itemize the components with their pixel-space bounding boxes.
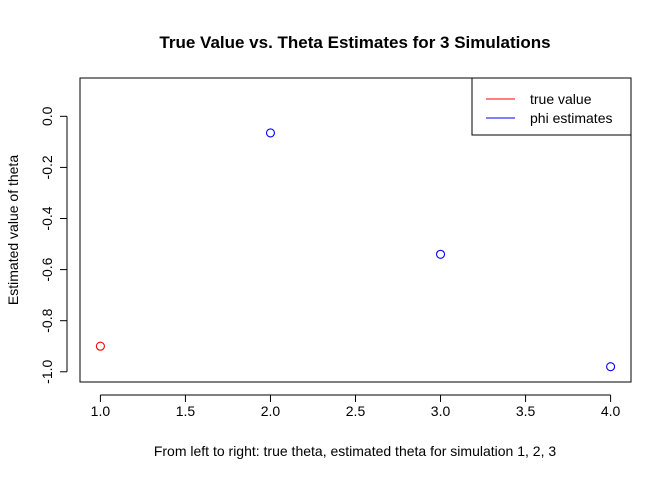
- y-axis-label: Estimated value of theta: [5, 155, 21, 305]
- y-tick-label: -0.4: [39, 206, 55, 230]
- y-tick-label: -1.0: [39, 360, 55, 384]
- legend-label-phi-estimates: phi estimates: [530, 110, 612, 126]
- legend: true value phi estimates: [471, 77, 632, 136]
- point-phi-estimates: [265, 128, 276, 138]
- point-true-value: [95, 341, 105, 351]
- y-tick-label: 0.0: [39, 106, 55, 126]
- point-phi-estimates: [606, 362, 616, 372]
- x-tick-label: 2.5: [346, 403, 366, 419]
- x-tick-label: 3.0: [431, 403, 451, 419]
- x-axis: 1.0 1.5 2.0 2.5 3.0 3.5 4.0: [91, 394, 621, 419]
- x-tick-label: 1.5: [176, 403, 196, 419]
- legend-label-true-value: true value: [530, 91, 592, 107]
- plot-frame: [79, 77, 632, 383]
- x-tick-label: 2.0: [261, 403, 281, 419]
- y-axis: 0.0 -0.2 -0.4 -0.6 -0.8 -1.0: [39, 106, 68, 384]
- chart-title: True Value vs. Theta Estimates for 3 Sim…: [159, 33, 550, 52]
- point-phi-estimates: [435, 249, 446, 259]
- y-tick-label: -0.6: [39, 257, 55, 281]
- legend-box: [471, 77, 632, 136]
- x-tick-label: 3.5: [516, 403, 536, 419]
- x-tick-label: 4.0: [601, 403, 621, 419]
- y-tick-label: -0.2: [39, 155, 55, 179]
- x-axis-label: From left to right: true theta, estimate…: [154, 443, 557, 459]
- x-tick-label: 1.0: [91, 403, 111, 419]
- data-points: [95, 128, 616, 372]
- y-tick-label: -0.8: [39, 308, 55, 332]
